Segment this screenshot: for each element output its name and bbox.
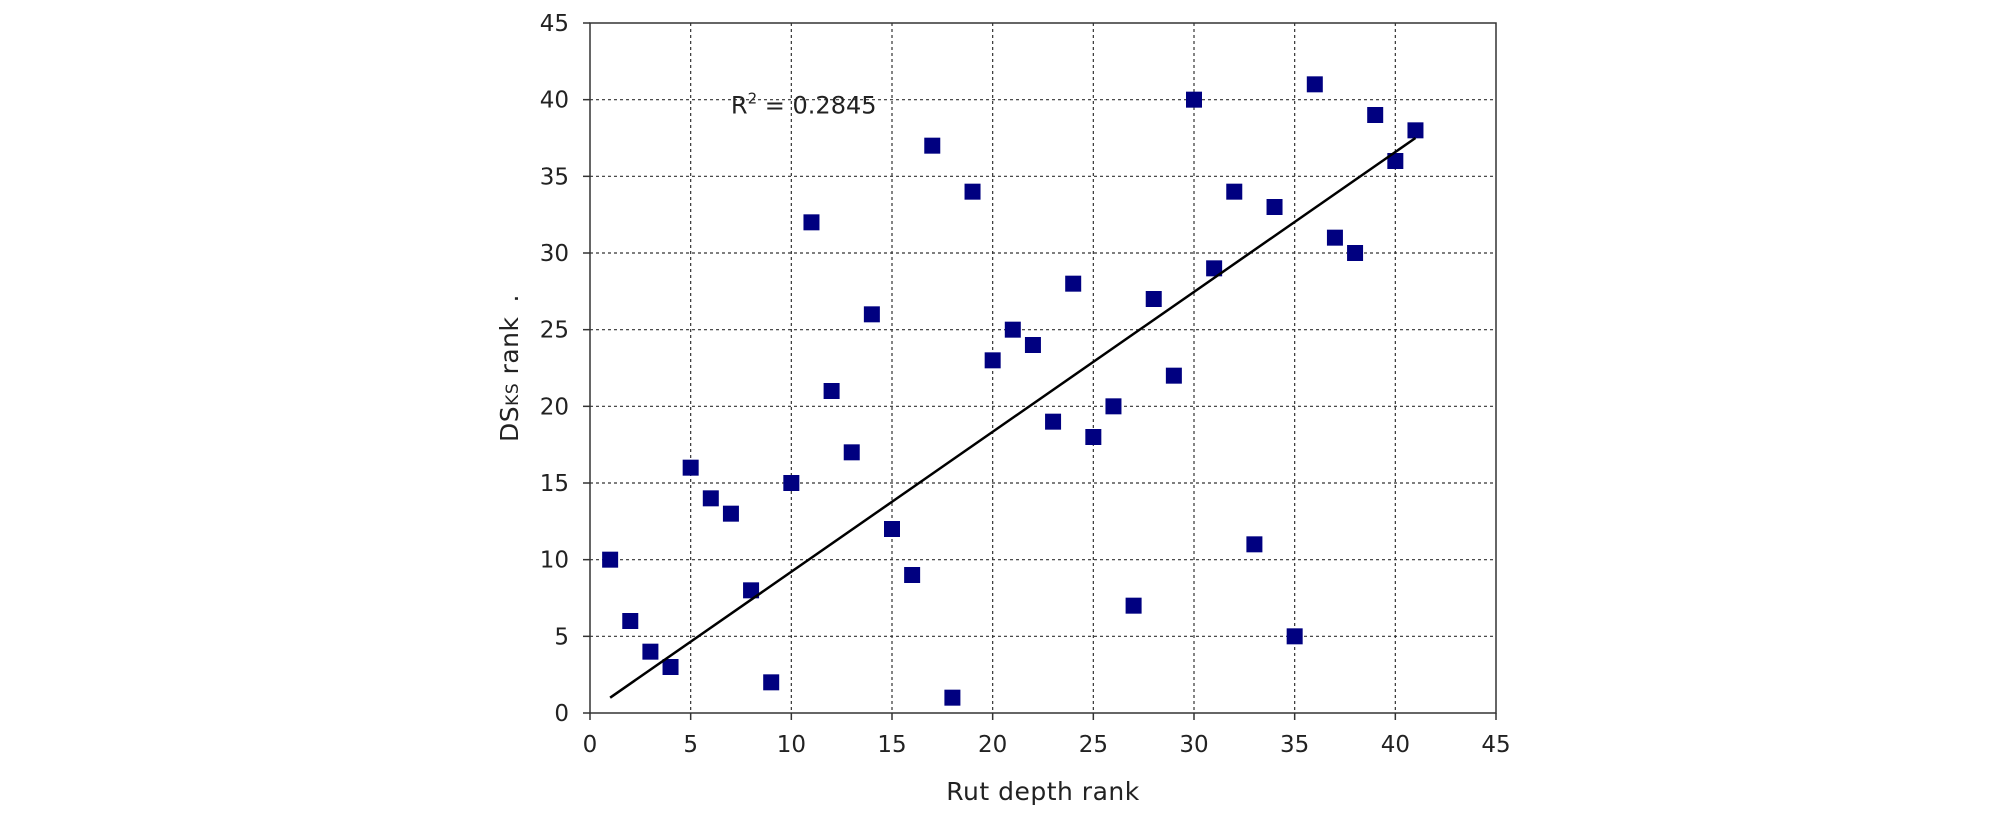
data-point bbox=[1206, 260, 1223, 277]
y-axis-title-subscript: KS bbox=[503, 383, 523, 406]
y-tick-label: 5 bbox=[554, 624, 569, 650]
trendline bbox=[609, 136, 1417, 699]
y-axis-title-main: DS bbox=[495, 406, 524, 442]
x-tick-label: 10 bbox=[777, 732, 806, 758]
y-tick-label: 20 bbox=[540, 394, 569, 420]
data-point bbox=[722, 505, 739, 522]
data-point bbox=[924, 137, 941, 154]
r-squared-prefix: R bbox=[731, 91, 748, 119]
x-tick-label: 45 bbox=[1481, 732, 1510, 758]
data-point bbox=[1286, 628, 1303, 645]
data-point bbox=[884, 521, 900, 537]
y-axis-title: DSKS rank. bbox=[495, 294, 524, 442]
data-point bbox=[1407, 122, 1424, 139]
x-axis-ticks: 0 5 10 15 20 25 30 35 40 45 bbox=[583, 713, 1511, 758]
plot-area-frame bbox=[589, 22, 1497, 714]
y-tick-label: 35 bbox=[540, 164, 569, 190]
x-tick-label: 5 bbox=[683, 732, 698, 758]
data-point bbox=[1085, 429, 1102, 445]
r-squared-value: = 0.2845 bbox=[757, 91, 876, 119]
data-point bbox=[1145, 291, 1162, 307]
data-point bbox=[763, 674, 780, 691]
data-point bbox=[662, 659, 679, 675]
data-point bbox=[904, 567, 921, 583]
y-axis-ticks: 0 5 10 15 20 25 30 35 40 45 bbox=[540, 11, 590, 727]
data-point bbox=[1004, 321, 1021, 338]
data-point bbox=[642, 643, 659, 660]
x-tick-label: 25 bbox=[1079, 732, 1108, 758]
x-tick-label: 40 bbox=[1381, 732, 1410, 758]
data-point bbox=[1165, 367, 1182, 384]
data-point bbox=[622, 613, 639, 629]
x-axis-title: Rut depth rank bbox=[946, 777, 1139, 806]
data-point bbox=[783, 475, 800, 491]
data-point bbox=[1326, 229, 1343, 246]
y-tick-label: 25 bbox=[540, 318, 569, 344]
data-point bbox=[682, 459, 699, 476]
y-tick-label: 0 bbox=[554, 701, 569, 727]
data-point bbox=[602, 551, 619, 568]
x-tick-label: 35 bbox=[1280, 732, 1309, 758]
data-point bbox=[863, 306, 880, 323]
data-point bbox=[1024, 337, 1041, 353]
y-tick-label: 45 bbox=[540, 11, 569, 37]
y-tick-label: 15 bbox=[540, 471, 569, 497]
x-tick-label: 30 bbox=[1179, 732, 1208, 758]
data-point bbox=[823, 383, 840, 399]
data-point bbox=[1306, 76, 1323, 93]
data-point bbox=[984, 352, 1001, 369]
data-point bbox=[1045, 413, 1062, 430]
y-axis-title-rest: rank bbox=[495, 316, 524, 382]
data-point bbox=[964, 183, 981, 200]
r-squared-superscript: 2 bbox=[748, 89, 758, 107]
data-point bbox=[1367, 107, 1384, 123]
data-point bbox=[1347, 245, 1364, 261]
data-point bbox=[1226, 183, 1243, 200]
data-points bbox=[602, 76, 1424, 706]
y-axis-title-dot: . bbox=[495, 294, 524, 302]
data-point bbox=[1105, 398, 1122, 415]
y-tick-label: 10 bbox=[540, 548, 569, 574]
data-point bbox=[1266, 199, 1283, 215]
x-tick-label: 0 bbox=[583, 732, 598, 758]
data-point bbox=[843, 444, 860, 461]
r-squared-annotation: R2 = 0.2845 bbox=[731, 89, 877, 119]
data-point bbox=[1186, 91, 1202, 108]
y-tick-label: 40 bbox=[540, 88, 569, 114]
data-point bbox=[1246, 536, 1263, 553]
y-tick-label: 30 bbox=[540, 241, 569, 267]
x-tick-label: 20 bbox=[978, 732, 1007, 758]
data-point bbox=[1125, 597, 1142, 614]
data-point bbox=[702, 490, 719, 507]
data-point bbox=[1387, 153, 1404, 169]
data-point bbox=[944, 689, 961, 706]
data-point bbox=[1065, 275, 1082, 292]
data-point bbox=[803, 214, 820, 231]
gridlines bbox=[590, 23, 1496, 713]
x-tick-label: 15 bbox=[877, 732, 906, 758]
data-point bbox=[743, 582, 760, 599]
